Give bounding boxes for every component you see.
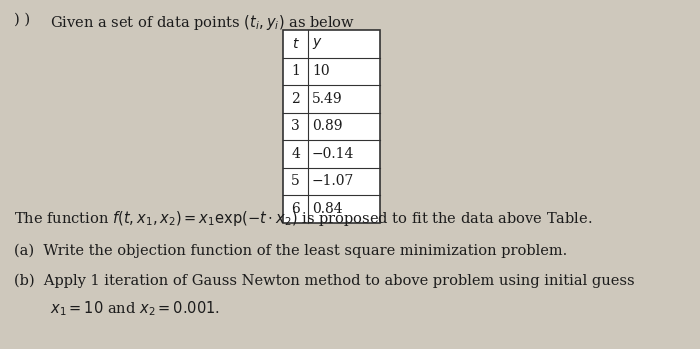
Text: (a)  Write the objection function of the least square minimization problem.: (a) Write the objection function of the … (14, 244, 567, 258)
Text: 2: 2 (291, 92, 300, 106)
Text: 5: 5 (291, 174, 300, 188)
Text: $t$: $t$ (292, 37, 300, 51)
Text: 4: 4 (291, 147, 300, 161)
Text: 1: 1 (291, 64, 300, 78)
Text: $y$: $y$ (312, 36, 323, 51)
Text: (b)  Apply 1 iteration of Gauss Newton method to above problem using initial gue: (b) Apply 1 iteration of Gauss Newton me… (14, 274, 635, 288)
Text: The function $f(t, x_1, x_2) = x_1 \exp(-t \cdot x_2)$ is proposed to fit the da: The function $f(t, x_1, x_2) = x_1 \exp(… (14, 209, 592, 228)
Text: 0.89: 0.89 (312, 119, 342, 133)
Text: 6: 6 (291, 202, 300, 216)
Text: 3: 3 (291, 119, 300, 133)
Text: $x_1 = 10$ and $x_2 = 0.001$.: $x_1 = 10$ and $x_2 = 0.001$. (50, 299, 220, 318)
Text: ) ): ) ) (14, 13, 30, 27)
Text: 0.84: 0.84 (312, 202, 342, 216)
Text: −0.14: −0.14 (312, 147, 354, 161)
Text: 5.49: 5.49 (312, 92, 342, 106)
Text: 10: 10 (312, 64, 330, 78)
Text: Given a set of data points $(t_i, y_i)$ as below: Given a set of data points $(t_i, y_i)$ … (50, 13, 355, 32)
Text: −1.07: −1.07 (312, 174, 354, 188)
Bar (283, 30, 380, 223)
